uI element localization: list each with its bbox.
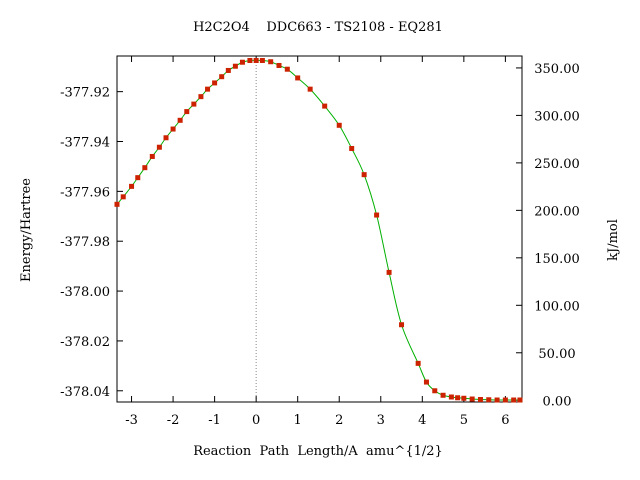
data-point: [461, 395, 467, 401]
x-tick-label: 6: [501, 413, 509, 428]
data-point: [440, 392, 446, 398]
y-tick-label: -377.96: [60, 185, 110, 200]
x-tick-label: 5: [460, 413, 468, 428]
x-tick-label: -1: [208, 413, 221, 428]
data-point: [517, 397, 523, 403]
x-axis: -3 -2 -1 0 1 2 3 4 5 6: [125, 56, 510, 428]
data-point: [511, 397, 517, 403]
y-tick-label: -377.94: [60, 136, 110, 151]
y2-tick-label: 300.00: [534, 109, 580, 124]
data-point: [259, 57, 265, 63]
data-point: [486, 397, 492, 403]
data-point: [455, 395, 461, 401]
data-point: [415, 360, 421, 366]
x-axis-title: Reaction Path Length/A amu^{1/2}: [193, 444, 443, 459]
data-point: [399, 322, 405, 328]
data-point: [374, 212, 380, 218]
y-tick-label: -378.00: [60, 285, 110, 300]
data-point: [432, 388, 438, 394]
data-point: [307, 86, 313, 92]
data-point: [361, 172, 367, 178]
data-point: [120, 194, 126, 200]
y-axis-right: 350.00 300.00 250.00 200.00 150.00 100.00 50.0…: [516, 62, 580, 409]
data-point: [163, 135, 169, 141]
chart-title: H2C2O4 DDC663 - TS2108 - EQ281: [193, 20, 443, 35]
x-tick-label: 0: [252, 413, 260, 428]
data-point: [349, 145, 355, 151]
data-point: [135, 175, 141, 181]
series-line: [116, 59, 520, 401]
data-point: [225, 67, 231, 73]
data-point: [142, 165, 148, 171]
series-layer: [114, 57, 523, 403]
x-tick-label: 3: [377, 413, 385, 428]
data-point: [205, 86, 211, 92]
data-point: [239, 59, 245, 65]
y-axis-title: Energy/Hartree: [19, 178, 34, 282]
data-point: [494, 397, 500, 403]
y-tick-label: -377.98: [60, 235, 110, 250]
y2-tick-label: 50.00: [538, 347, 575, 362]
y2-tick-label: 100.00: [534, 299, 580, 314]
data-point: [469, 396, 475, 402]
data-point: [284, 66, 290, 72]
data-point: [336, 122, 342, 128]
data-point: [477, 397, 483, 403]
data-point: [219, 74, 225, 80]
x-tick-label: 4: [418, 413, 426, 428]
y-tick-label: -378.04: [60, 385, 110, 400]
data-point: [129, 183, 135, 189]
data-point: [502, 397, 508, 403]
x-tick-label: -3: [125, 413, 138, 428]
x-tick-label: 1: [294, 413, 302, 428]
data-point: [268, 59, 274, 65]
data-point: [149, 153, 155, 159]
data-point: [114, 201, 120, 207]
data-point: [177, 117, 183, 123]
y2-tick-label: 200.00: [534, 204, 580, 219]
y-tick-label: -378.02: [60, 335, 110, 350]
data-point: [386, 269, 392, 275]
y-tick-label: -377.92: [60, 86, 110, 101]
data-point: [322, 103, 328, 109]
data-point: [253, 57, 259, 63]
y2-tick-label: 150.00: [534, 252, 580, 267]
y2-tick-label: 250.00: [534, 157, 580, 172]
data-point: [232, 63, 238, 69]
x-tick-label: -2: [167, 413, 180, 428]
data-point: [170, 126, 176, 132]
data-point: [212, 80, 218, 86]
data-point: [295, 75, 301, 81]
data-point: [198, 94, 204, 100]
y2-axis-title: kJ/mol: [606, 219, 621, 261]
y2-tick-label: 350.00: [534, 62, 580, 77]
y2-tick-label: 0.00: [543, 394, 572, 409]
y-axis-left: -377.92 -377.94 -377.96 -377.98 -378.00 -378.…: [60, 86, 123, 400]
data-point: [247, 57, 253, 63]
data-point: [156, 144, 162, 150]
x-tick-label: 2: [335, 413, 343, 428]
data-point: [448, 394, 454, 400]
plot-frame: [116, 55, 523, 403]
data-point: [276, 62, 282, 68]
data-point: [423, 379, 429, 385]
data-point: [184, 109, 190, 115]
data-point: [191, 101, 197, 107]
